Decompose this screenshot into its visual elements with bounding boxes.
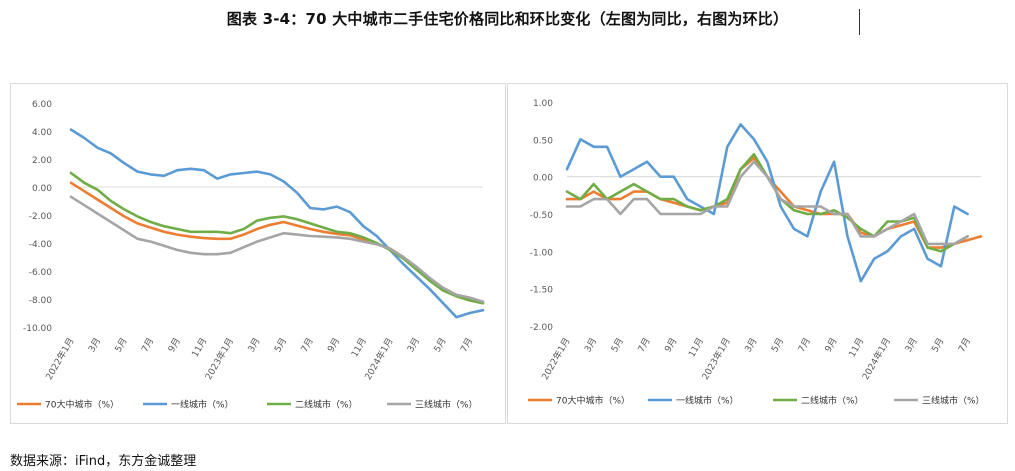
x-tick-label: 5月 [113, 336, 130, 354]
series-line-s1 [69, 128, 485, 319]
x-tick-label: 5月 [432, 336, 449, 354]
x-tick-label: 3月 [903, 336, 920, 354]
x-tick-label: 5月 [930, 336, 947, 354]
y-tick-label: 0.00 [32, 184, 52, 194]
source-note: 数据来源：iFind，东方金诚整理 [10, 454, 197, 469]
series-line-s3 [565, 160, 969, 246]
x-tick-label: 7月 [796, 336, 813, 354]
legend-label: 70大中城市（%） [556, 395, 630, 407]
y-tick-label: 1.00 [533, 99, 553, 109]
x-tick-label: 9月 [663, 336, 680, 354]
x-tick-label: 9月 [166, 336, 183, 354]
legend-label: 三线城市（%） [922, 395, 985, 407]
x-tick-label: 2022年1月 [539, 336, 573, 382]
series-line-s70 [69, 181, 485, 305]
chart-title: 图表 3-4：70 大中城市二手住宅价格同比和环比变化（左图为同比，右图为环比） [226, 10, 789, 28]
series-line-s1 [565, 123, 969, 283]
y-tick-label: -2.00 [530, 323, 554, 333]
x-tick-label: 11月 [190, 336, 210, 359]
legend-label: 70大中城市（%） [45, 399, 119, 411]
x-tick-label: 7月 [636, 336, 653, 354]
x-tick-label: 9月 [326, 336, 343, 354]
legend-label: 一线城市（%） [676, 395, 739, 407]
x-tick-label: 3月 [246, 336, 263, 354]
y-tick-label: 0.00 [533, 174, 553, 184]
legend-label: 二线城市（%） [801, 395, 864, 407]
mom-chart-panel: 1.00 0.50 0.00 -0.50 -1.00 -1.50 -2.00 2022年1月 3… [507, 83, 1008, 424]
y-tick-label: 4.00 [32, 128, 52, 138]
x-tick-label: 3月 [743, 336, 760, 354]
y-tick-label: -1.50 [530, 286, 554, 296]
x-tick-label: 3月 [86, 336, 103, 354]
x-tick-label: 7月 [139, 336, 156, 354]
series-line-s2 [565, 153, 969, 253]
y-tick-label: -4.00 [29, 240, 53, 250]
y-tick-label: -2.00 [29, 212, 53, 222]
yoy-chart: 6.00 4.00 2.00 0.00 -2.00 -4.00 -6.00 -8.00 -10.… [17, 100, 485, 411]
legend-label: 二线城市（%） [295, 399, 358, 411]
mom-chart: 1.00 0.50 0.00 -0.50 -1.00 -1.50 -2.00 2022年1月 3… [528, 99, 985, 407]
x-tick-label: 5月 [769, 336, 786, 354]
x-tick-label: 5月 [272, 336, 289, 354]
y-tick-label: -1.00 [530, 248, 554, 258]
y-tick-label: -0.50 [530, 211, 554, 221]
y-tick-label: 2.00 [32, 156, 52, 166]
x-tick-label: 7月 [299, 336, 316, 354]
x-tick-label: 11月 [686, 336, 706, 359]
x-tick-label: 3月 [582, 336, 599, 354]
yoy-chart-panel: 6.00 4.00 2.00 0.00 -2.00 -4.00 -6.00 -8.00 -10.… [10, 83, 506, 424]
y-tick-label: -6.00 [29, 268, 53, 278]
x-tick-label: 7月 [956, 336, 973, 354]
legend-label: 一线城市（%） [171, 399, 234, 411]
y-tick-label: 6.00 [32, 100, 52, 110]
y-tick-label: -8.00 [29, 296, 53, 306]
legend-label: 三线城市（%） [415, 399, 478, 411]
x-tick-label: 11月 [349, 336, 369, 359]
y-tick-label: -10.00 [23, 324, 52, 334]
x-tick-label: 5月 [609, 336, 626, 354]
series-line-s3 [69, 195, 485, 304]
y-tick-label: 0.50 [533, 136, 553, 146]
series-line-s2 [69, 171, 485, 305]
x-tick-label: 3月 [405, 336, 422, 354]
x-tick-label: 11月 [847, 336, 867, 359]
x-tick-label: 9月 [823, 336, 840, 354]
x-tick-label: 2022年1月 [43, 336, 77, 382]
text-cursor [859, 9, 860, 35]
x-tick-label: 7月 [458, 336, 475, 354]
